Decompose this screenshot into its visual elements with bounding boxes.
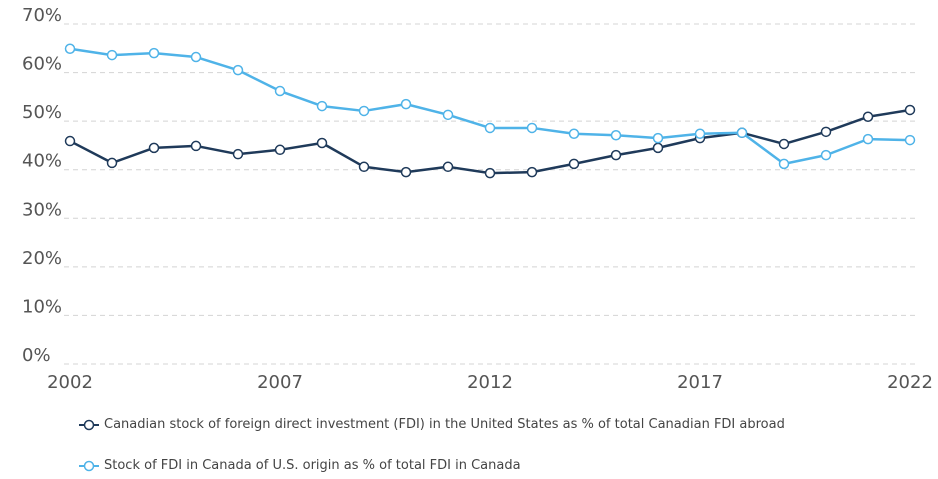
- data-point: [568, 128, 580, 140]
- legend-marker: [79, 460, 99, 472]
- y-tick-label: 0%: [22, 345, 51, 366]
- data-point: [904, 104, 916, 116]
- data-point: [526, 122, 538, 134]
- y-tick-label: 40%: [22, 151, 62, 172]
- y-tick-label: 70%: [22, 5, 62, 26]
- data-point: [106, 157, 118, 169]
- data-point: [526, 166, 538, 178]
- data-point: [862, 111, 874, 123]
- y-tick-label: 20%: [22, 248, 62, 269]
- data-point: [358, 105, 370, 117]
- y-tick-label: 50%: [22, 102, 62, 123]
- x-tick-label: 2022: [887, 372, 933, 393]
- x-tick-label: 2012: [467, 372, 513, 393]
- data-point: [148, 142, 160, 154]
- data-point: [484, 167, 496, 179]
- data-point: [190, 140, 202, 152]
- data-point: [610, 129, 622, 141]
- data-point: [274, 85, 286, 97]
- data-point: [568, 158, 580, 170]
- x-tick-label: 2017: [677, 372, 723, 393]
- data-point: [694, 128, 706, 140]
- legend-marker: [79, 419, 99, 431]
- data-point: [64, 43, 76, 55]
- data-point: [358, 161, 370, 173]
- data-point: [820, 126, 832, 138]
- y-tick-label: 10%: [22, 296, 62, 317]
- data-point: [64, 135, 76, 147]
- data-point: [442, 161, 454, 173]
- legend-label: Stock of FDI in Canada of U.S. origin as…: [104, 458, 521, 473]
- x-tick-label: 2007: [257, 372, 303, 393]
- data-point: [862, 133, 874, 145]
- data-point: [442, 109, 454, 121]
- data-point: [400, 98, 412, 110]
- data-point: [106, 49, 118, 61]
- data-point: [400, 166, 412, 178]
- data-point: [778, 158, 790, 170]
- y-tick-label: 60%: [22, 54, 62, 75]
- data-point: [652, 132, 664, 144]
- data-point: [904, 134, 916, 146]
- data-point: [316, 100, 328, 112]
- data-point: [190, 51, 202, 63]
- x-tick-label: 2002: [47, 372, 93, 393]
- data-point: [736, 127, 748, 139]
- data-point: [316, 137, 328, 149]
- data-point: [274, 144, 286, 156]
- legend-dot: [83, 419, 95, 431]
- chart: 0% 10% 20% 30% 40% 50% 60% 70% 2002 2007 2012 2017 2…: [22, 5, 933, 393]
- legend-item: Canadian stock of foreign direct investm…: [78, 417, 878, 432]
- data-point: [610, 149, 622, 161]
- legend-item: Stock of FDI in Canada of U.S. origin as…: [78, 458, 878, 473]
- data-point: [232, 64, 244, 76]
- data-point: [820, 149, 832, 161]
- data-point: [148, 47, 160, 59]
- data-point: [652, 142, 664, 154]
- data-point: [484, 122, 496, 134]
- y-tick-label: 30%: [22, 199, 62, 220]
- data-point: [232, 148, 244, 160]
- legend-dot: [83, 460, 95, 472]
- data-point: [778, 138, 790, 150]
- legend-label: Canadian stock of foreign direct investm…: [104, 417, 785, 432]
